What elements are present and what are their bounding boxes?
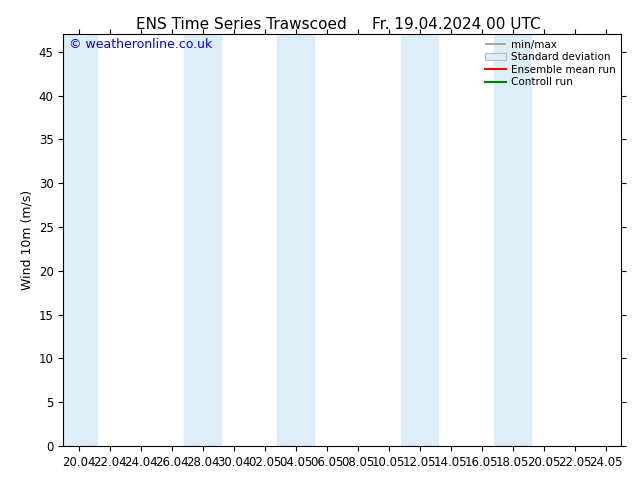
Text: Fr. 19.04.2024 00 UTC: Fr. 19.04.2024 00 UTC [372,17,541,32]
Bar [184,34,221,446]
Legend: min/max, Standard deviation, Ensemble mean run, Controll run: min/max, Standard deviation, Ensemble me… [482,36,619,91]
Bar [495,34,531,446]
Bar [60,34,98,446]
Text: © weatheronline.co.uk: © weatheronline.co.uk [69,38,212,51]
Text: ENS Time Series Trawscoed: ENS Time Series Trawscoed [136,17,346,32]
Bar [277,34,314,446]
Bar [401,34,439,446]
Y-axis label: Wind 10m (m/s): Wind 10m (m/s) [20,190,33,290]
